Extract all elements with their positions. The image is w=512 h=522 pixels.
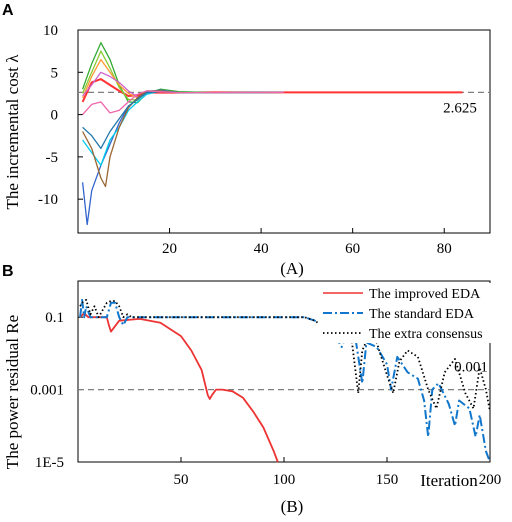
legend-entry-improved: The improved EDA — [323, 287, 481, 302]
y-tick-label: -10 — [38, 192, 58, 208]
y-tick-label: 10 — [43, 23, 58, 39]
panel-b-ylabel: The power residual Re — [3, 315, 22, 469]
panel-a-plot: 10 5 0 -5 -10 20 40 60 80 2.625 — [38, 23, 491, 257]
x-tick-label: 100 — [273, 472, 296, 488]
panel-a-letter: A — [2, 2, 14, 19]
panel-b-legend: The improved EDA The standard EDA The ex… — [318, 283, 508, 343]
y-tick-label: 0.1 — [45, 310, 64, 326]
x-tick-label: 60 — [345, 241, 360, 257]
panel-b-x-ticks: 50 100 150 200 — [174, 457, 502, 488]
panel-a-series — [81, 42, 463, 226]
panel-a-ylabel: The incremental cost λ — [3, 54, 22, 210]
panel-b-y-ticks: 0.1 0.001 1E-5 — [30, 310, 83, 471]
x-tick-label: 80 — [437, 241, 452, 257]
legend-label-extra: The extra consensus — [369, 327, 483, 342]
x-tick-label: 200 — [479, 472, 502, 488]
panel-a-series-line-5 — [81, 89, 285, 226]
y-tick-label: 0.001 — [30, 383, 64, 399]
x-tick-label: 20 — [162, 241, 177, 257]
panel-b-series-line-0 — [79, 312, 279, 463]
y-tick-label: 5 — [51, 65, 59, 81]
panel-a-series-line-9 — [82, 90, 285, 116]
panel-b-xlabel: Iteration — [420, 471, 478, 490]
panel-b-letter: B — [2, 263, 14, 280]
panel-a-series-line-8 — [82, 91, 285, 150]
panel-b: B The power residual Re 0.1 0.001 1E-5 50 1… — [2, 263, 508, 516]
y-tick-label: -5 — [46, 150, 59, 166]
panel-a-y-ticks: 10 5 0 -5 -10 — [38, 23, 83, 208]
legend-label-standard: The standard EDA — [369, 307, 475, 322]
x-tick-label: 150 — [376, 472, 399, 488]
panel-a-caption: (A) — [280, 259, 304, 278]
legend-label-improved: The improved EDA — [369, 287, 481, 302]
panel-b-caption: (B) — [281, 497, 304, 516]
panel-b-reference-label: 0.001 — [454, 360, 488, 376]
panel-a-reference-label: 2.625 — [443, 100, 477, 116]
y-tick-label: 0 — [51, 108, 59, 124]
x-tick-label: 50 — [174, 472, 189, 488]
panel-a-x-ticks: 20 40 60 80 — [162, 228, 452, 257]
legend-entry-standard: The standard EDA — [323, 307, 475, 322]
x-tick-label: 40 — [254, 241, 269, 257]
legend-entry-extra: The extra consensus — [323, 327, 483, 342]
panel-a: A The incremental cost λ 10 5 0 -5 -10 20 40 6… — [2, 2, 491, 278]
y-tick-label: 1E-5 — [35, 455, 64, 471]
panel-a-frame — [77, 29, 491, 234]
